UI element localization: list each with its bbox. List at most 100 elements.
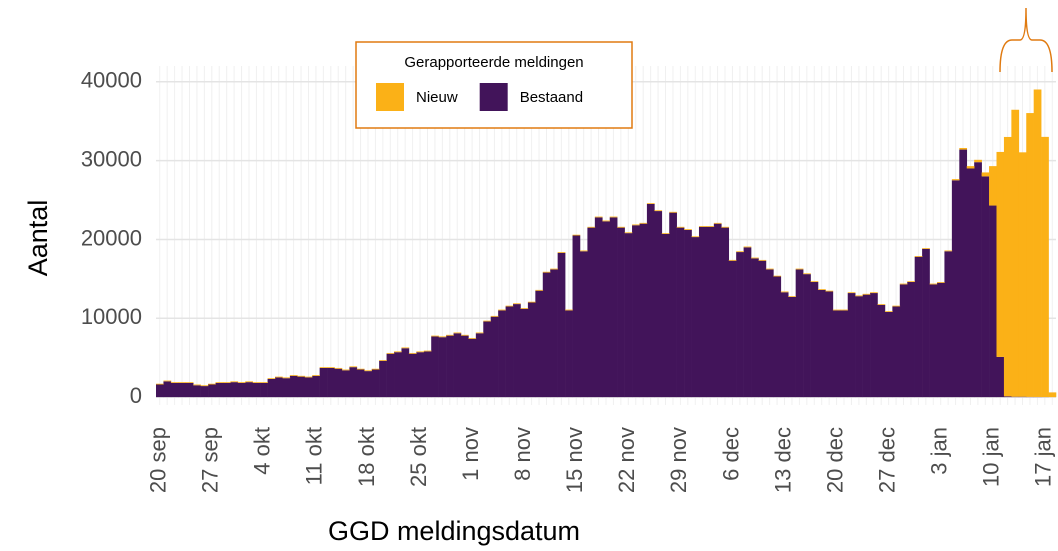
- bar-segment: [780, 292, 789, 398]
- bar-segment: [661, 233, 670, 234]
- bar-segment: [319, 367, 328, 398]
- bar-segment: [632, 225, 640, 398]
- bar-segment: [1041, 136, 1049, 398]
- bar-segment: [423, 350, 432, 352]
- bar-segment: [632, 224, 640, 226]
- bar-segment: [572, 235, 581, 398]
- bar-segment: [334, 367, 343, 369]
- bar-segment: [542, 271, 551, 273]
- y-tick-label: 40000: [81, 68, 142, 93]
- bar-segment: [475, 332, 484, 334]
- bar-segment: [1018, 152, 1027, 397]
- bar-segment: [557, 252, 566, 398]
- bar-segment: [728, 259, 737, 261]
- bar-segment: [520, 308, 529, 309]
- bar-segment: [431, 336, 439, 398]
- y-tick-label: 30000: [81, 146, 142, 171]
- bar-segment: [163, 380, 172, 382]
- bar-segment: [275, 376, 283, 378]
- bar-segment: [498, 309, 506, 311]
- bar-segment: [587, 226, 596, 228]
- bar-segment: [498, 310, 506, 398]
- bar-segment: [602, 221, 611, 398]
- bar-segment: [817, 289, 826, 290]
- bar-segment: [535, 289, 544, 291]
- bar-segment: [743, 246, 752, 248]
- bar-segment: [810, 281, 819, 283]
- bar-segment: [282, 378, 291, 398]
- x-tick-label: 15 nov: [562, 427, 587, 493]
- bar-segment: [557, 252, 566, 253]
- bar-segment: [914, 255, 923, 257]
- bar-segment: [312, 375, 320, 376]
- bar-segment: [862, 294, 871, 398]
- bar-segment: [579, 251, 588, 398]
- bar-segment: [460, 334, 469, 336]
- legend-swatch: [479, 83, 508, 111]
- bar-segment: [170, 382, 179, 383]
- bar-segment: [855, 296, 863, 398]
- x-tick-label: 8 nov: [510, 427, 535, 481]
- bar-segment: [959, 147, 968, 150]
- bar-segment: [974, 162, 982, 398]
- bar-segment: [825, 290, 834, 292]
- bar-segment: [832, 309, 841, 311]
- bar-segment: [929, 283, 938, 285]
- bar-segment: [981, 172, 990, 177]
- bar-segment: [966, 166, 975, 169]
- bar-segment: [951, 180, 960, 398]
- bar-segment: [936, 282, 945, 398]
- bar-segment: [260, 382, 268, 383]
- bar-segment: [208, 384, 216, 398]
- bar-segment: [788, 296, 796, 297]
- bar-segment: [327, 367, 335, 398]
- bar-segment: [989, 205, 997, 398]
- bar-segment: [862, 293, 871, 295]
- bar-segment: [788, 296, 796, 398]
- bar-segment: [1011, 109, 1020, 397]
- bar-segment: [245, 382, 253, 398]
- bar-segment: [408, 352, 417, 354]
- legend-label: Bestaand: [520, 89, 583, 106]
- bar-segment: [178, 382, 187, 383]
- bar-segment: [602, 220, 611, 222]
- bar-segment: [185, 382, 194, 398]
- bar-segment: [817, 289, 826, 398]
- bar-segment: [394, 352, 402, 398]
- bar-segment: [520, 308, 529, 398]
- bar-segment: [193, 384, 201, 386]
- bar-segment: [505, 306, 514, 398]
- bar-segment: [684, 229, 692, 230]
- bar-segment: [587, 227, 596, 398]
- bar-segment: [877, 304, 886, 305]
- legend: Nieuw Bestaand: [376, 83, 583, 111]
- bar-segment: [579, 250, 588, 252]
- bar-segment: [550, 269, 558, 398]
- y-tick-label: 20000: [81, 225, 142, 250]
- bar-segment: [959, 149, 968, 398]
- bar-segment: [907, 282, 915, 398]
- bar-segment: [922, 248, 930, 398]
- x-axis-title: GGD meldingsdatum: [328, 516, 580, 546]
- bar-segment: [758, 259, 767, 261]
- bar-segment: [178, 382, 187, 398]
- bar-segment: [698, 226, 707, 398]
- bar-segment: [312, 375, 320, 398]
- bar-segment: [527, 302, 536, 398]
- x-tick-label: 4 okt: [250, 427, 275, 475]
- bar-segment: [751, 257, 759, 259]
- bar-segment: [847, 292, 856, 294]
- bar-segment: [334, 368, 343, 398]
- bar-segment: [394, 351, 402, 353]
- bar-segment: [974, 159, 982, 163]
- bar-segment: [870, 293, 878, 398]
- bar-segment: [758, 260, 767, 398]
- bar-segment: [914, 256, 923, 398]
- bar-segment: [684, 229, 692, 398]
- bar-segment: [401, 348, 410, 398]
- y-axis-title: Aantal: [23, 200, 53, 277]
- bar-segment: [944, 250, 953, 252]
- bar-segment: [721, 226, 730, 228]
- bar-segment: [267, 378, 276, 398]
- bar-segment: [364, 370, 373, 372]
